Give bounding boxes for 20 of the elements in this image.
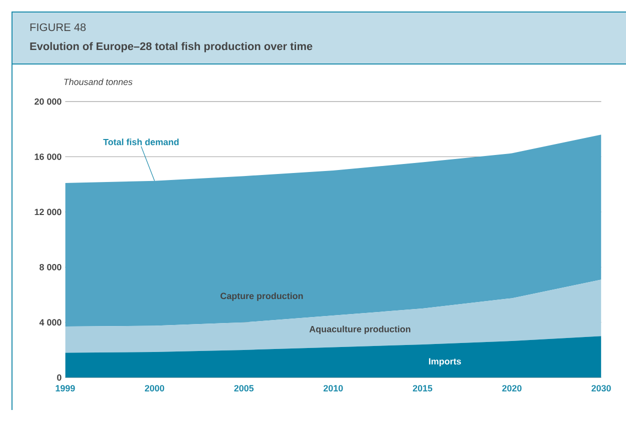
y-tick-label: 12 000 bbox=[34, 208, 62, 216]
chart-subtitle: Evolution of Europe–28 total fish production over time bbox=[30, 42, 312, 52]
y-tick-label: 4 000 bbox=[39, 319, 62, 326]
series-label: Imports bbox=[429, 358, 461, 366]
chart-title: FIGURE 48 bbox=[30, 23, 86, 32]
x-tick-label: 1999 bbox=[56, 385, 75, 392]
series-label: Aquaculture production bbox=[309, 326, 410, 334]
y-tick-label: 20 000 bbox=[34, 98, 62, 105]
y-tick-label: 8 000 bbox=[40, 264, 62, 270]
x-tick-label: 2015 bbox=[412, 385, 432, 392]
y-axis-title: Thousand tonnes bbox=[64, 78, 132, 86]
series-label: Capture production bbox=[220, 292, 303, 301]
x-tick-label: 2010 bbox=[324, 385, 343, 392]
annotation: Total fish demand bbox=[103, 138, 179, 146]
y-tick-label: 16 000 bbox=[34, 154, 62, 160]
x-tick-label: 2005 bbox=[234, 385, 254, 392]
x-tick-label: 2000 bbox=[144, 385, 164, 392]
x-tick-label: 2020 bbox=[502, 385, 522, 392]
x-tick-label: 2030 bbox=[592, 385, 611, 392]
y-tick-label: 0 bbox=[57, 374, 62, 381]
